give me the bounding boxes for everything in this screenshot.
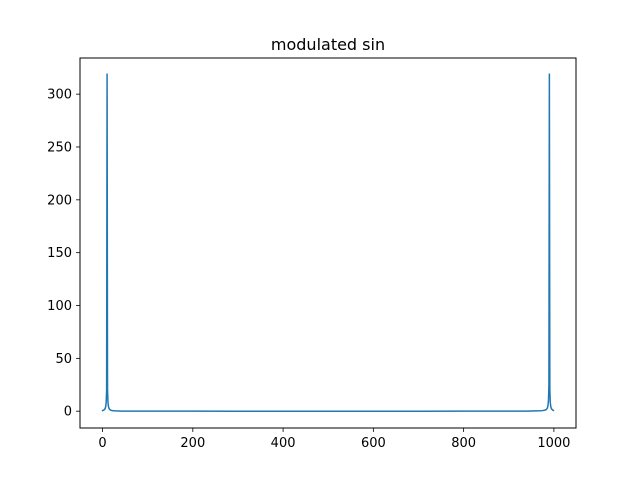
- plot-area: [101, 73, 555, 412]
- x-axis-ticks: 0 200 400 600 800 1000: [98, 428, 570, 451]
- x-tick-label: 400: [271, 436, 296, 451]
- y-tick-label: 300: [47, 88, 72, 103]
- x-tick-label: 200: [180, 436, 205, 451]
- y-axis-ticks: 0 50 100 150 200 250 300: [47, 88, 80, 420]
- y-tick-label: 150: [47, 246, 72, 261]
- y-tick-label: 250: [47, 140, 72, 155]
- y-tick-label: 50: [55, 352, 72, 367]
- x-tick-label: 600: [361, 436, 386, 451]
- y-tick-label: 100: [47, 299, 72, 314]
- axes-frame: [79, 57, 577, 429]
- y-tick-label: 200: [47, 193, 72, 208]
- y-tick-label: 0: [64, 405, 72, 420]
- x-tick-label: 1000: [537, 436, 570, 451]
- x-tick-label: 800: [451, 436, 476, 451]
- chart-title: modulated sin: [271, 35, 385, 54]
- series-line-0: [101, 73, 555, 412]
- x-tick-label: 0: [98, 436, 106, 451]
